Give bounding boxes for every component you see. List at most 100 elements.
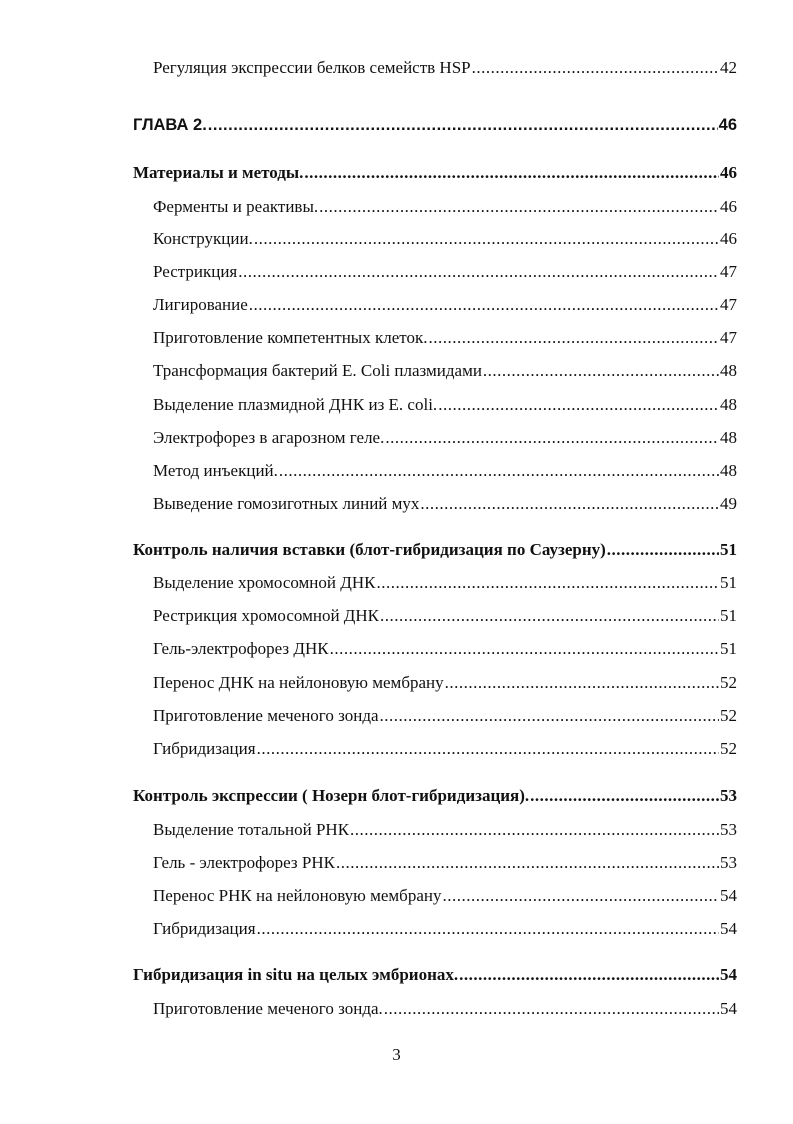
toc-entry: Выделение плазмидной ДНК из E. coli. 48 xyxy=(153,393,737,417)
dot-leader xyxy=(607,538,719,562)
toc-entry: ГЛАВА 2. 46 xyxy=(133,113,737,137)
dot-leader xyxy=(319,195,719,219)
toc-entry: Контроль наличия вставки (блот-гибридиза… xyxy=(133,538,737,562)
toc-entry: Выделение хромосомной ДНК 51 xyxy=(153,571,737,595)
dot-leader xyxy=(385,426,719,450)
toc-entry-page: 54 xyxy=(720,999,737,1018)
toc-entry-title: Приготовление меченого зонда. xyxy=(153,999,383,1018)
toc-entry-title: Лигирование xyxy=(153,295,248,314)
toc-entry-page: 54 xyxy=(720,886,737,905)
toc-entry-page: 51 xyxy=(720,573,737,592)
dot-leader xyxy=(249,293,719,317)
toc-entry-page: 42 xyxy=(720,58,737,77)
toc-entry: Рестрикция хромосомной ДНК 51 xyxy=(153,604,737,628)
toc-entry-page: 52 xyxy=(720,739,737,758)
dot-leader xyxy=(257,737,719,761)
dot-leader xyxy=(459,963,719,987)
toc-entry-title: Выведение гомозиготных линий мух xyxy=(153,494,420,513)
toc-entry-title: Трансформация бактерий E. Coli плазмидам… xyxy=(153,361,482,380)
toc-entry-page: 47 xyxy=(720,262,737,281)
toc-entry-title: Контроль наличия вставки (блот-гибридиза… xyxy=(133,540,606,559)
toc-entry-title: Регуляция экспрессии белков семейств HSP xyxy=(153,58,471,77)
dot-leader xyxy=(330,637,719,661)
toc-entry: Конструкции. 46 xyxy=(153,227,737,251)
toc-entry-page: 46 xyxy=(720,197,737,216)
toc-entry: Регуляция экспрессии белков семейств HSP… xyxy=(153,56,737,80)
page-number: 3 xyxy=(392,1045,401,1064)
toc-entry: Гибридизация in situ на целых эмбрионах.… xyxy=(133,963,737,987)
dot-leader xyxy=(420,492,719,516)
toc-entry: Гель - электрофорез РНК 53 xyxy=(153,851,737,875)
toc-entry-title: Материалы и методы. xyxy=(133,163,304,182)
toc-entry-title: Гибридизация xyxy=(153,919,256,938)
toc-entry-page: 53 xyxy=(720,853,737,872)
toc-entry-page: 51 xyxy=(720,639,737,658)
dot-leader xyxy=(380,604,719,628)
toc-entry-title: ГЛАВА 2. xyxy=(133,116,207,134)
toc-entry: Приготовление меченого зонда. 54 xyxy=(153,997,737,1021)
toc-entry-title: Выделение плазмидной ДНК из E. coli. xyxy=(153,395,438,414)
toc-entry-title: Перенос ДНК на нейлоновую мембрану xyxy=(153,673,444,692)
toc-entry-title: Метод инъекций. xyxy=(153,461,278,480)
toc-entry-page: 52 xyxy=(720,706,737,725)
toc-entry-title: Гибридизация xyxy=(153,739,256,758)
dot-leader xyxy=(336,851,719,875)
toc-entry-title: Приготовление компетентных клеток. xyxy=(153,328,428,347)
toc-entry-title: Гель - электрофорез РНК xyxy=(153,853,335,872)
dot-leader xyxy=(530,784,719,808)
toc-entry: Перенос ДНК на нейлоновую мембрану 52 xyxy=(153,671,737,695)
toc-entry-page: 53 xyxy=(720,786,737,805)
dot-leader xyxy=(376,571,719,595)
dot-leader xyxy=(445,671,719,695)
toc-entry: Лигирование 47 xyxy=(153,293,737,317)
dot-leader xyxy=(304,161,719,185)
dot-leader xyxy=(279,459,719,483)
toc-entry-page: 47 xyxy=(720,328,737,347)
toc-entry-page: 53 xyxy=(720,820,737,839)
dot-leader xyxy=(254,227,719,251)
toc-entry-page: 46 xyxy=(720,229,737,248)
dot-leader xyxy=(350,818,719,842)
dot-leader xyxy=(442,884,719,908)
toc-entry: Гибридизация 52 xyxy=(153,737,737,761)
toc-entry-page: 49 xyxy=(720,494,737,513)
toc-entry-title: Ферменты и реактивы. xyxy=(153,197,319,216)
toc-entry: Материалы и методы. 46 xyxy=(133,161,737,185)
toc-entry-title: Конструкции. xyxy=(153,229,253,248)
toc-entry-title: Приготовление меченого зонда xyxy=(153,706,379,725)
toc-entry-title: Рестрикция хромосомной ДНК xyxy=(153,606,379,625)
toc-entry-title: Контроль экспрессии ( Нозерн блот-гибрид… xyxy=(133,786,530,805)
dot-leader xyxy=(438,393,719,417)
toc-entry: Приготовление компетентных клеток. 47 xyxy=(153,326,737,350)
toc-entry-title: Рестрикция xyxy=(153,262,238,281)
toc-entry: Контроль экспрессии ( Нозерн блот-гибрид… xyxy=(133,784,737,808)
dot-leader xyxy=(238,260,719,284)
toc-entry: Гель-электрофорез ДНК 51 xyxy=(153,637,737,661)
dot-leader xyxy=(208,113,718,137)
dot-leader xyxy=(257,917,719,941)
toc-entry: Гибридизация 54 xyxy=(153,917,737,941)
toc-entry: Рестрикция 47 xyxy=(153,260,737,284)
dot-leader xyxy=(428,326,719,350)
toc-entry-page: 46 xyxy=(718,116,737,134)
toc-entry: Трансформация бактерий E. Coli плазмидам… xyxy=(153,359,737,383)
toc-entry-page: 51 xyxy=(720,606,737,625)
toc-entry-title: Гибридизация in situ на целых эмбрионах. xyxy=(133,965,459,984)
toc-entry: Электрофорез в агарозном геле. 48 xyxy=(153,426,737,450)
toc-entry-page: 52 xyxy=(720,673,737,692)
toc-entry-page: 48 xyxy=(720,395,737,414)
toc-entry-page: 54 xyxy=(720,919,737,938)
toc-entry-page: 51 xyxy=(720,540,737,559)
toc-entry-page: 48 xyxy=(720,461,737,480)
toc-entry-title: Гель-электрофорез ДНК xyxy=(153,639,329,658)
toc-entry-page: 47 xyxy=(720,295,737,314)
toc-entry-title: Перенос РНК на нейлоновую мембрану xyxy=(153,886,442,905)
toc-entry-title: Выделение тотальной РНК xyxy=(153,820,350,839)
dot-leader xyxy=(472,56,719,80)
toc-entry-title: Выделение хромосомной ДНК xyxy=(153,573,376,592)
toc-entry-page: 48 xyxy=(720,361,737,380)
toc-entry: Выведение гомозиготных линий мух 49 xyxy=(153,492,737,516)
toc-entry-page: 46 xyxy=(720,163,737,182)
toc-entry: Перенос РНК на нейлоновую мембрану 54 xyxy=(153,884,737,908)
toc-entry: Метод инъекций. 48 xyxy=(153,459,737,483)
